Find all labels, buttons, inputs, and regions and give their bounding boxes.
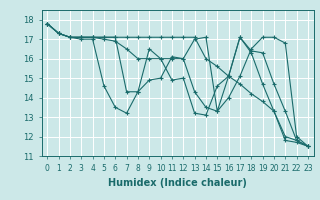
X-axis label: Humidex (Indice chaleur): Humidex (Indice chaleur) bbox=[108, 178, 247, 188]
